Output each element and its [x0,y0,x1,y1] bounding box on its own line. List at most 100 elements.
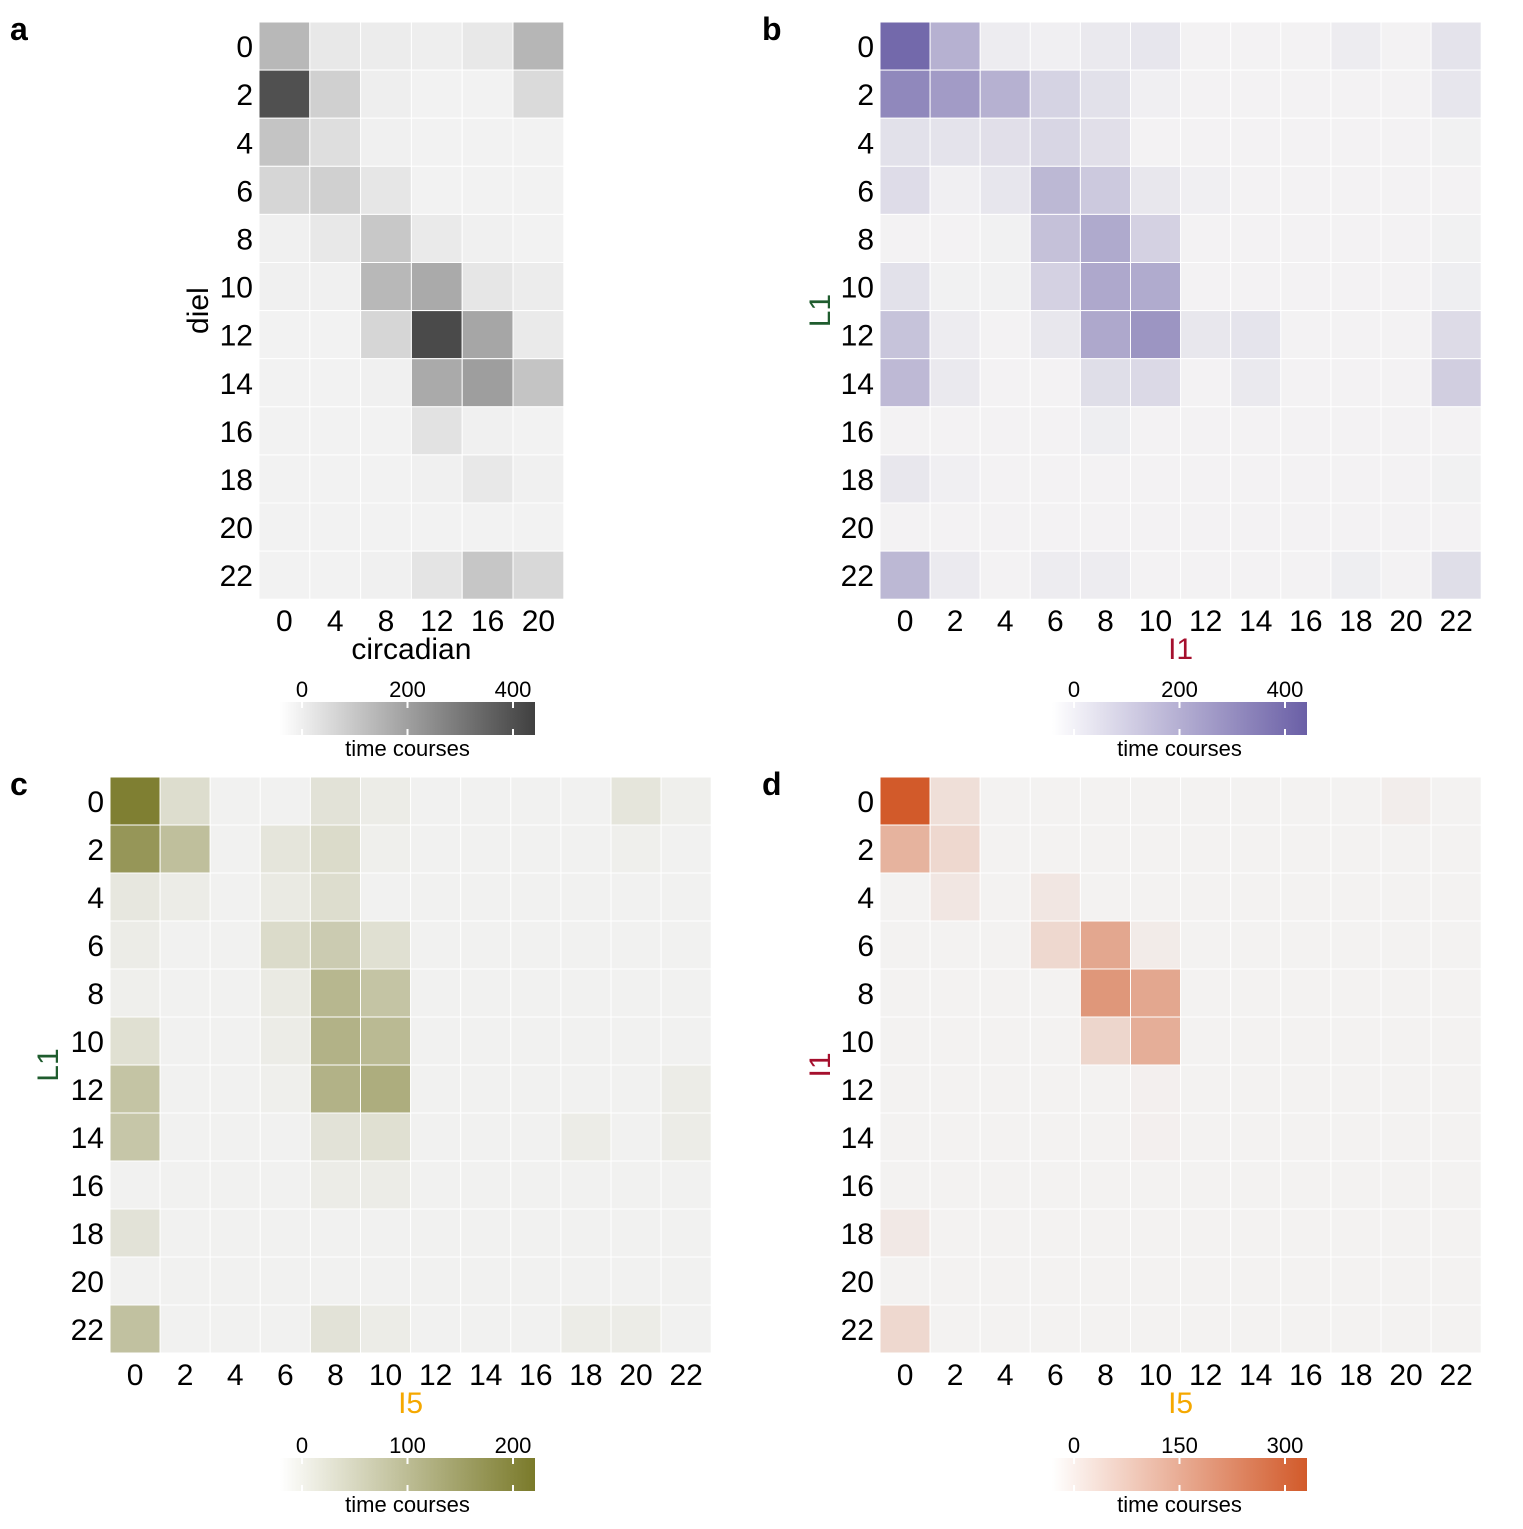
y-tick-label: 16 [841,416,874,449]
heatmap-cell [1380,1208,1432,1258]
heatmap-cell [1380,502,1432,552]
x-tick-label: 16 [471,605,504,638]
heatmap-cell [1330,920,1382,970]
heatmap-cell [1130,69,1182,119]
heatmap-cell [1130,1160,1182,1210]
heatmap-cell [209,1160,261,1210]
heatmap-cell [1180,1064,1232,1114]
heatmap-cell [979,776,1031,826]
heatmap-cell [879,1112,931,1162]
x-tick-label: 0 [897,605,914,638]
heatmap-cell [610,1016,662,1066]
heatmap-cell [560,776,612,826]
y-tick-label: 20 [220,512,253,545]
heatmap-cell [410,824,462,874]
heatmap-cell [660,872,712,922]
heatmap-cell [258,262,311,312]
heatmap-cell [209,1304,261,1354]
heatmap-cell [259,824,311,874]
heatmap-cell [560,1256,612,1306]
heatmap-cell [929,21,981,71]
heatmap-cell [258,213,311,263]
heatmap-cell [410,1112,462,1162]
x-tick-label: 12 [1189,1359,1222,1392]
heatmap-cell [560,920,612,970]
y-tick-label: 16 [841,1170,874,1203]
heatmap-cell [660,1208,712,1258]
heatmap-cell [979,1208,1031,1258]
heatmap-cell [1130,262,1182,312]
heatmap-cell [1180,872,1232,922]
x-tick-label: 8 [378,605,395,638]
heatmap-cell [1029,21,1081,71]
x-tick-label: 2 [177,1359,194,1392]
heatmap-cell [1180,550,1232,600]
heatmap-cell [1330,968,1382,1018]
x-tick-label: 8 [1097,1359,1114,1392]
x-tick-label: 12 [420,605,453,638]
heatmap-cell [360,69,412,119]
x-tick-label: 6 [277,1359,294,1392]
heatmap-cell [1029,1208,1081,1258]
heatmap-cell [461,454,514,504]
heatmap-cell [410,968,462,1018]
y-tick-label: 0 [857,786,874,819]
heatmap-cell [259,1016,311,1066]
x-tick-label: 22 [669,1359,702,1392]
heatmap-cell [1430,776,1482,826]
heatmap-cell [1029,776,1081,826]
heatmap-cell [309,262,362,312]
heatmap-cell [1180,406,1232,456]
heatmap-cell [259,1304,311,1354]
y-tick-label: 10 [71,1026,104,1059]
heatmap-cell [1380,117,1432,167]
x-tick-label: 16 [519,1359,552,1392]
y-tick-label: 16 [220,416,253,449]
heatmap-cell [258,502,311,552]
heatmap-cell [1029,1112,1081,1162]
heatmap-cell [1430,358,1482,408]
heatmap-cell [879,213,931,263]
heatmap-cell [309,776,361,826]
y-tick-label: 18 [71,1218,104,1251]
heatmap-cell [512,213,565,263]
heatmap-cell [159,1016,211,1066]
heatmap-cell [209,1064,261,1114]
y-axis-title: L1 [32,1048,65,1081]
heatmap-cell [410,1016,462,1066]
panel-letter: b [762,11,782,47]
heatmap-cell [1180,262,1232,312]
heatmap-cell [610,824,662,874]
heatmap-cell [560,968,612,1018]
heatmap-cell [879,550,931,600]
heatmap-cell [1079,550,1132,600]
heatmap-cell [1130,310,1182,360]
heatmap-cell [1380,310,1432,360]
heatmap-cell [309,213,362,263]
heatmap-cell [360,1160,412,1210]
heatmap-cell [610,1160,662,1210]
heatmap-cell [1130,213,1182,263]
heatmap-cell [1130,824,1182,874]
heatmap-cell [879,310,931,360]
heatmap-cell [929,406,981,456]
heatmap-cell [1180,824,1232,874]
heatmap-cell [1230,1256,1282,1306]
heatmap-cell [1180,920,1232,970]
heatmap-cell [979,358,1031,408]
colorbar-tick-label: 150 [1161,1433,1198,1458]
heatmap-cell [1029,1256,1081,1306]
x-tick-label: 14 [1239,1359,1272,1392]
heatmap-cell [610,872,662,922]
y-tick-label: 22 [71,1314,104,1347]
heatmap-cell [929,1256,981,1306]
colorbar-tick-label: 0 [1068,1433,1080,1458]
heatmap-cell [610,776,662,826]
x-tick-label: 10 [1139,1359,1172,1392]
heatmap-cell [1079,872,1132,922]
heatmap-cell [512,406,565,456]
heatmap-cell [410,454,463,504]
heatmap-cell [1130,968,1182,1018]
x-tick-label: 0 [127,1359,144,1392]
heatmap-cell [360,165,412,215]
